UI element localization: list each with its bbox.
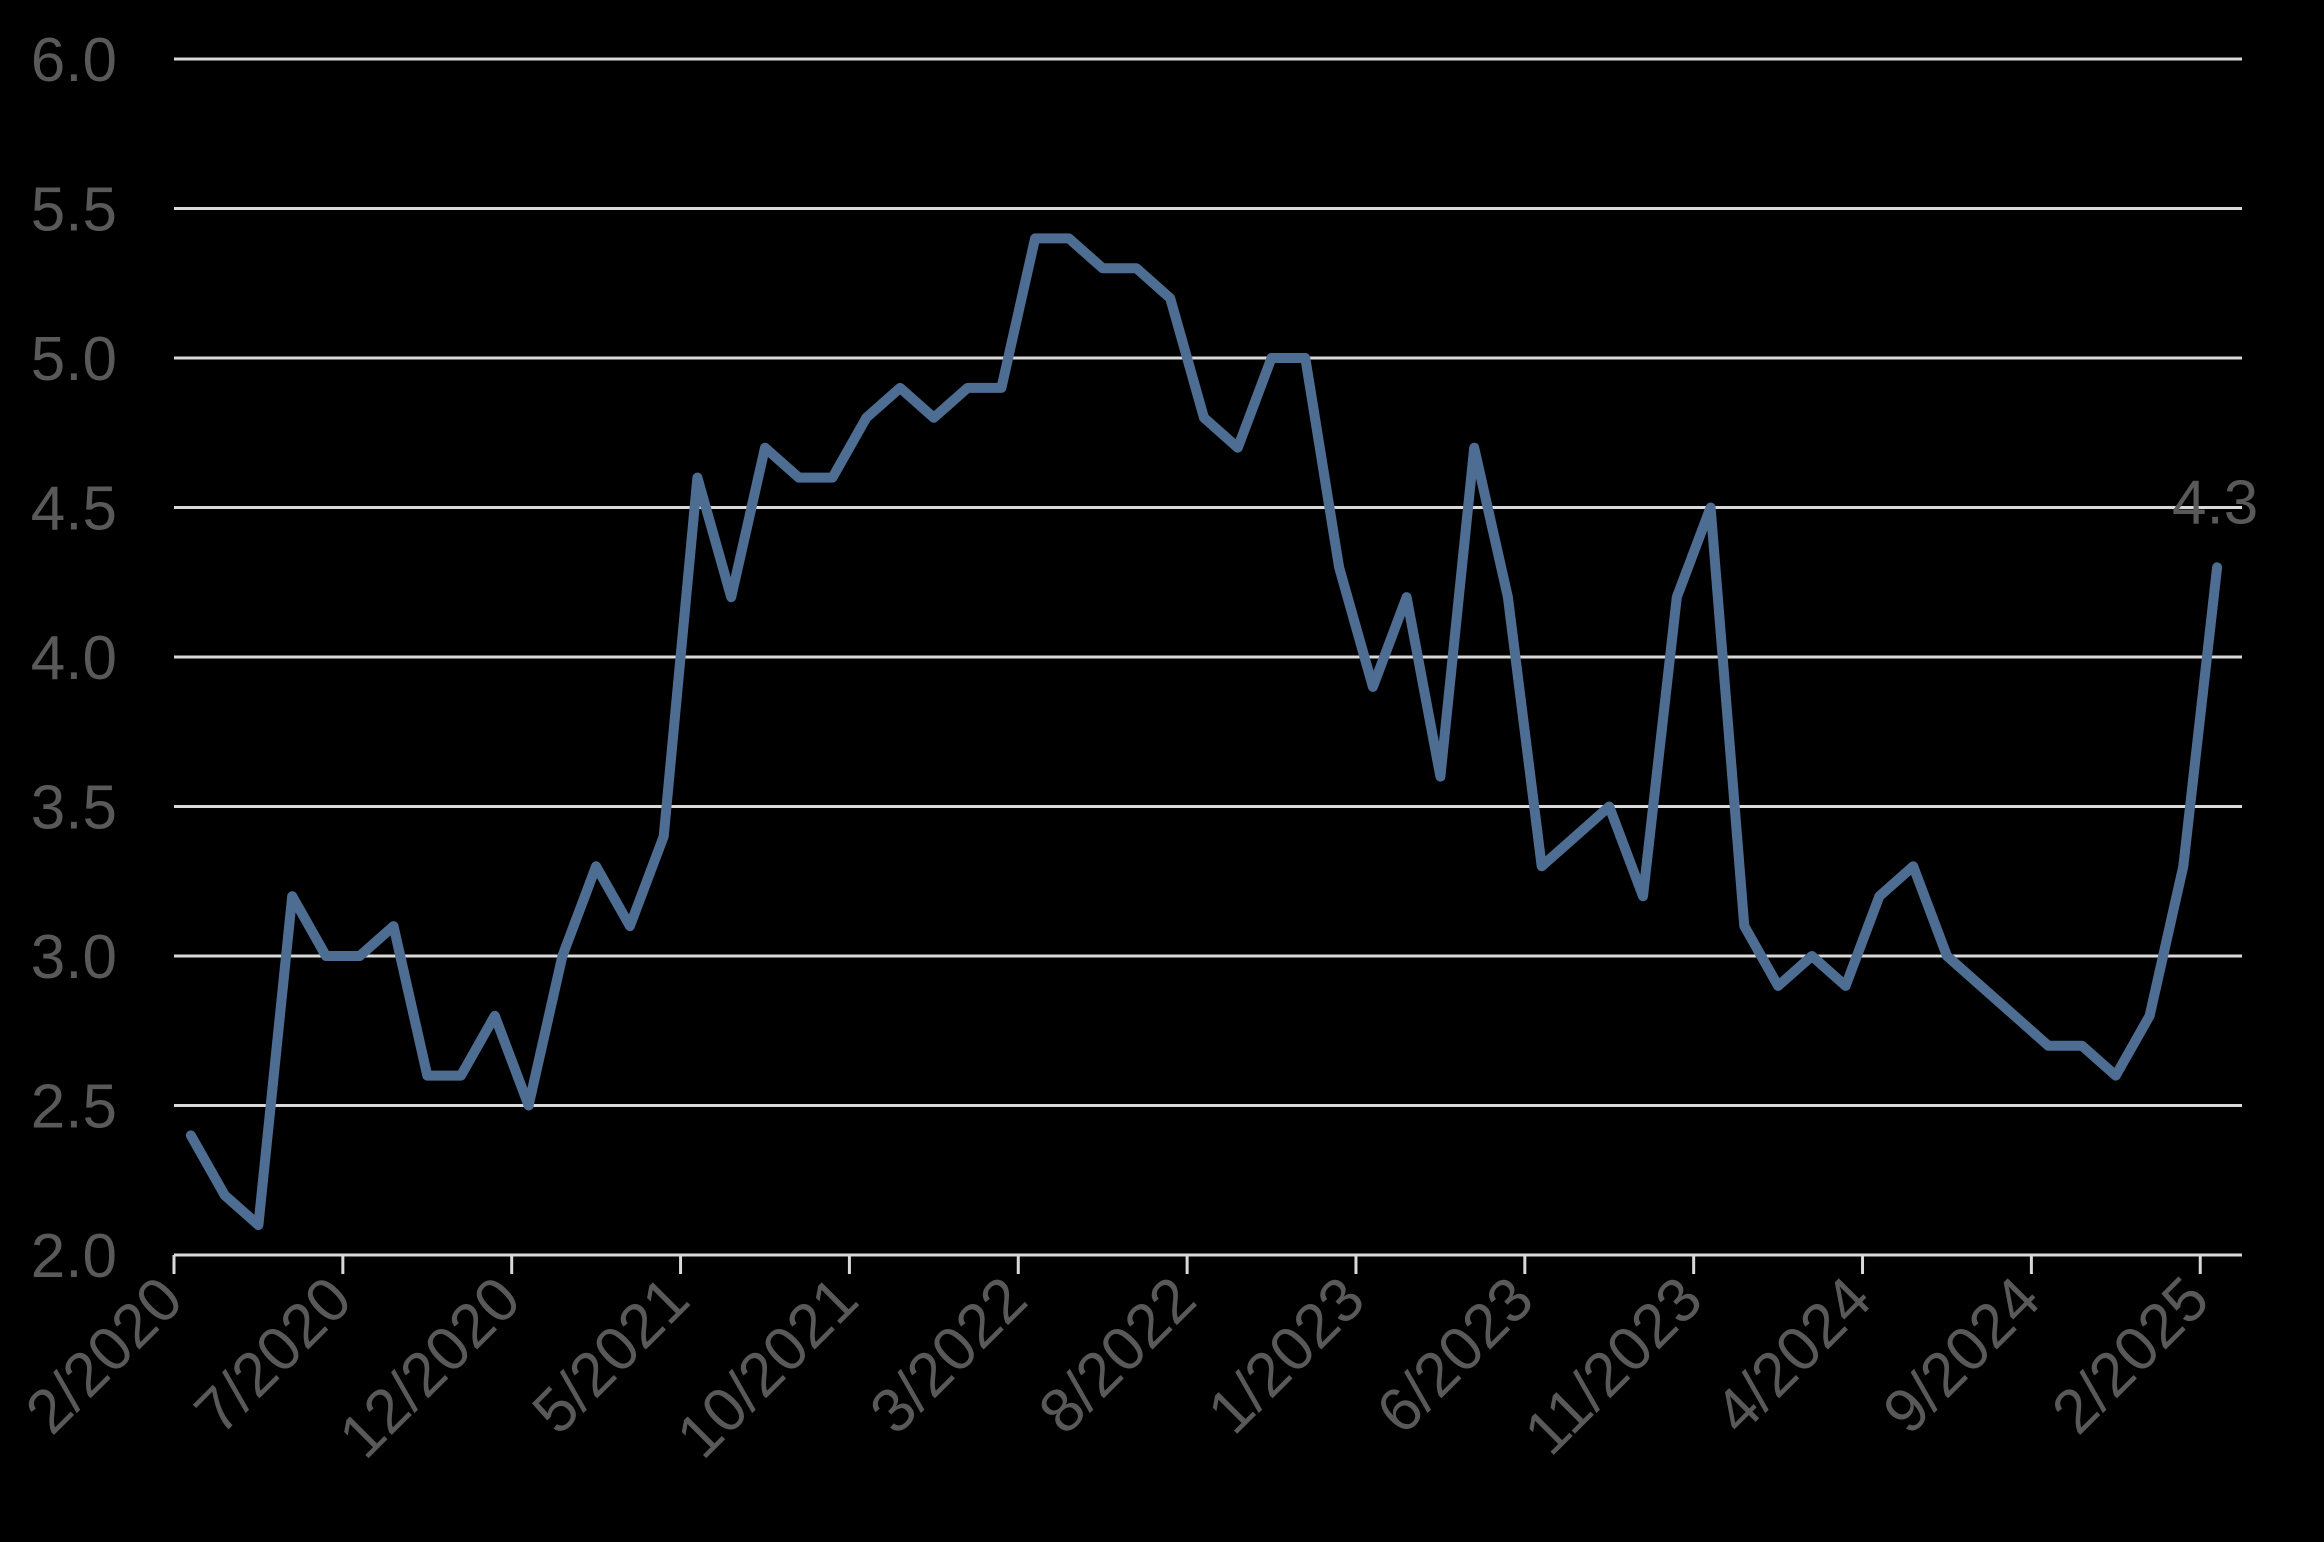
x-tick-label: 10/2021 bbox=[664, 1264, 871, 1471]
x-tick-label: 12/2020 bbox=[326, 1264, 533, 1471]
y-tick-label: 5.0 bbox=[31, 325, 117, 394]
series-line bbox=[185, 233, 2223, 1231]
x-tick-label: 2/2025 bbox=[2039, 1264, 2222, 1447]
x-axis bbox=[172, 1253, 2242, 1274]
x-tick-label: 9/2024 bbox=[1870, 1264, 2053, 1447]
y-tick-label: 3.5 bbox=[31, 774, 117, 843]
x-axis-labels: 2/20207/202012/20205/202110/20213/20228/… bbox=[13, 1264, 2222, 1471]
y-tick-label: 6.0 bbox=[31, 26, 117, 95]
y-tick-label: 3.0 bbox=[31, 923, 117, 992]
data-labels: 4.3 bbox=[2172, 468, 2258, 537]
x-tick-label: 3/2022 bbox=[857, 1264, 1040, 1447]
gridlines bbox=[174, 57, 2242, 1107]
y-tick-label: 5.5 bbox=[31, 176, 117, 245]
x-tick-label: 1/2023 bbox=[1195, 1264, 1378, 1447]
x-tick-label: 2/2020 bbox=[13, 1264, 196, 1447]
x-tick-label: 11/2023 bbox=[1512, 1264, 1716, 1468]
series-line-group bbox=[185, 233, 2223, 1231]
y-tick-label: 2.5 bbox=[31, 1073, 117, 1142]
data-label-last-value: 4.3 bbox=[2172, 468, 2258, 537]
y-tick-label: 2.0 bbox=[31, 1222, 117, 1291]
y-tick-label: 4.5 bbox=[31, 475, 117, 544]
y-axis-labels: 6.0 5.5 5.0 4.5 4.0 3.5 3.0 2.5 2.0 bbox=[31, 26, 117, 1291]
x-tick-label: 4/2024 bbox=[1702, 1264, 1885, 1447]
y-tick-label: 4.0 bbox=[31, 624, 117, 693]
x-tick-label: 8/2022 bbox=[1026, 1264, 1209, 1447]
